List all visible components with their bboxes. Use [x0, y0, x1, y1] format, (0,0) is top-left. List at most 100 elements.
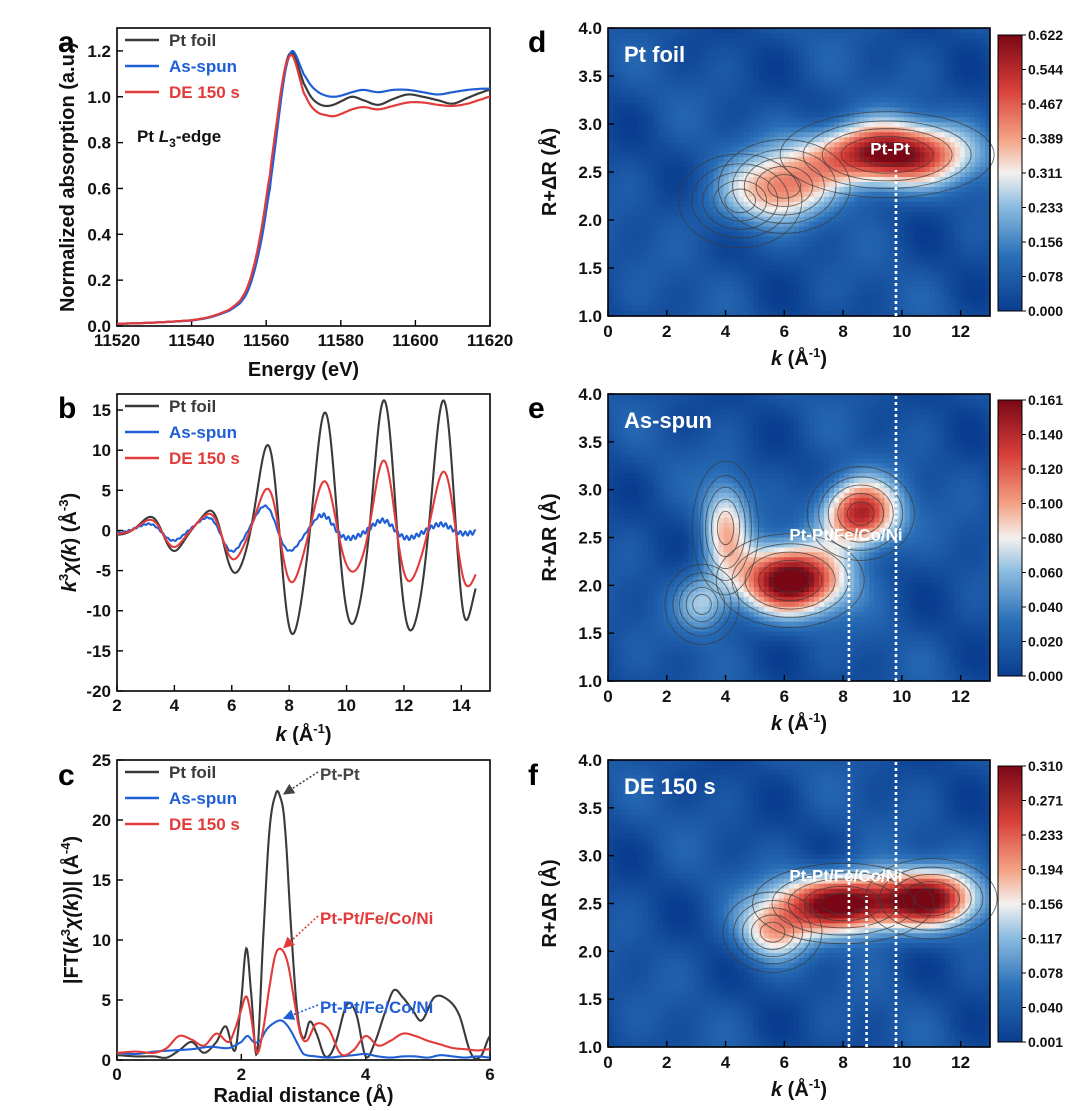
heatmap-cell	[783, 231, 790, 238]
heatmap-cell	[829, 206, 835, 213]
heatmap-cell	[839, 261, 845, 267]
heatmap-cell	[653, 137, 659, 143]
heatmap-cell	[819, 221, 825, 228]
heatmap-cell	[884, 176, 891, 183]
heatmap-cell	[618, 562, 624, 568]
heatmap-cell	[934, 87, 941, 94]
heatmap-cell	[743, 82, 750, 89]
heatmap-cell	[914, 206, 921, 213]
heatmap-cell	[653, 147, 659, 153]
heatmap-cell	[633, 37, 639, 44]
heatmap-cell	[844, 276, 850, 282]
heatmap-cell	[914, 107, 921, 114]
heatmap-cell	[984, 112, 991, 118]
y-tick-label: 10	[92, 441, 111, 460]
heatmap-cell	[733, 102, 740, 109]
heatmap-cell	[829, 147, 835, 153]
heatmap-cell	[623, 586, 629, 593]
heatmap-cell	[899, 47, 906, 54]
heatmap-cell	[698, 47, 705, 54]
heatmap-cell	[859, 172, 865, 178]
heatmap-cell	[929, 147, 936, 153]
heatmap-cell	[683, 117, 690, 123]
heatmap-cell	[628, 517, 634, 524]
heatmap-cell	[839, 77, 845, 84]
heatmap-cell	[678, 281, 684, 287]
heatmap-cell	[964, 296, 971, 302]
heatmap-cell	[628, 413, 634, 420]
heatmap-cell	[984, 281, 991, 287]
heatmap-cell	[844, 271, 850, 277]
heatmap-cell	[799, 281, 805, 287]
heatmap-cell	[929, 226, 936, 233]
y-tick-label: 0.6	[87, 179, 111, 198]
heatmap-cell	[814, 226, 820, 233]
heatmap-cell	[698, 92, 705, 99]
heatmap-cell	[954, 206, 961, 213]
heatmap-cell	[633, 547, 639, 553]
heatmap-cell	[864, 37, 870, 44]
heatmap-cell	[814, 261, 820, 267]
heatmap-cell	[648, 226, 654, 233]
heatmap-cell	[959, 311, 966, 317]
heatmap-cell	[613, 418, 619, 425]
heatmap-cell	[899, 72, 906, 79]
heatmap-cell	[914, 216, 921, 223]
heatmap-cell	[778, 241, 785, 248]
heatmap-cell	[919, 231, 926, 238]
heatmap-cell	[633, 176, 639, 183]
heatmap-cell	[623, 77, 629, 84]
heatmap-cell	[718, 176, 725, 183]
heatmap-cell	[763, 117, 770, 123]
heatmap-cell	[773, 261, 780, 267]
heatmap-cell	[653, 186, 659, 193]
heatmap-cell	[688, 306, 695, 312]
heatmap-cell	[869, 67, 875, 74]
heatmap-cell	[879, 32, 886, 39]
heatmap-cell	[633, 241, 639, 248]
heatmap-cell	[894, 176, 901, 183]
heatmap-cell	[869, 211, 875, 218]
heatmap-cell	[633, 246, 639, 253]
heatmap-cell	[663, 296, 669, 302]
heatmap-cell	[829, 291, 835, 297]
heatmap-cell	[969, 142, 976, 148]
heatmap-cell	[623, 577, 629, 583]
heatmap-cell	[673, 196, 679, 203]
heatmap-cell	[643, 201, 649, 208]
heatmap-cell	[663, 291, 669, 297]
heatmap-cell	[643, 28, 649, 34]
heatmap-cell	[859, 281, 865, 287]
heatmap-cell	[633, 438, 639, 445]
heatmap-cell	[733, 47, 740, 54]
heatmap-cell	[829, 256, 835, 262]
heatmap-cell	[864, 181, 870, 188]
heatmap-cell	[708, 236, 715, 243]
heatmap-cell	[889, 281, 896, 287]
heatmap-cell	[668, 221, 674, 228]
x-tick-label: 2	[662, 322, 671, 341]
heatmap-cell	[633, 601, 639, 608]
heatmap-cell	[854, 211, 860, 218]
heatmap-cell	[819, 162, 825, 168]
heatmap-cell	[728, 152, 735, 158]
heatmap-cell	[693, 157, 700, 163]
heatmap-cell	[778, 311, 785, 317]
heatmap-cell	[733, 276, 740, 282]
heatmap-cell	[623, 671, 629, 677]
heatmap-cell	[874, 246, 881, 253]
heatmap-cell	[668, 37, 674, 44]
heatmap-cell	[698, 82, 705, 89]
heatmap-cell	[834, 57, 840, 64]
heatmap-cell	[819, 236, 825, 243]
heatmap-cell	[608, 394, 614, 400]
heatmap-cell	[703, 201, 710, 208]
heatmap-cell	[864, 152, 870, 158]
heatmap-cell	[668, 92, 674, 99]
heatmap-cell	[929, 271, 936, 277]
heatmap-cell	[804, 32, 810, 39]
heatmap-cell	[613, 488, 619, 494]
heatmap-cell	[793, 57, 800, 64]
heatmap-cell	[984, 306, 991, 312]
heatmap-cell	[894, 311, 901, 317]
